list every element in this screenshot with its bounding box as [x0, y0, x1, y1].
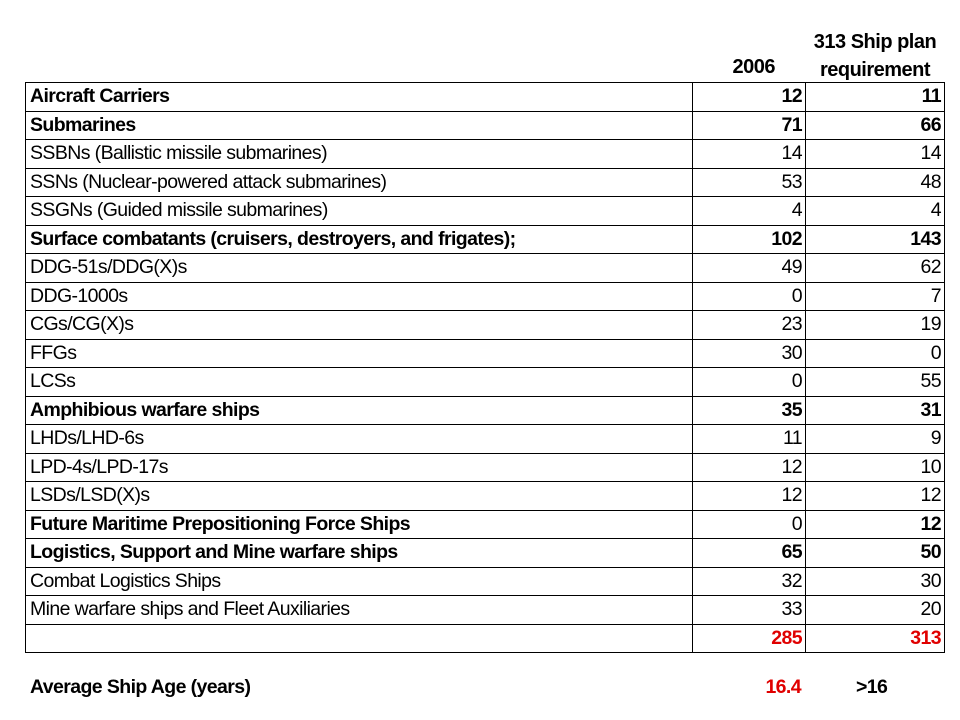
row-value-313: 14 [805, 139, 945, 169]
table-row: Amphibious warfare ships 35 31 [25, 395, 945, 425]
row-value-2006: 12 [692, 481, 806, 511]
row-value-2006: 33 [692, 595, 806, 625]
row-value-2006: 0 [692, 281, 806, 311]
row-value-313: 12 [805, 509, 945, 539]
row-value-313: 48 [805, 167, 945, 197]
table-row: FFGs 30 0 [25, 338, 945, 368]
row-label: LPD-4s/LPD-17s [25, 452, 693, 482]
row-value-313: 30 [805, 566, 945, 596]
row-label: Mine warfare ships and Fleet Auxiliaries [25, 595, 693, 625]
row-value-2006: 12 [692, 452, 806, 482]
table-row: Submarines 71 66 [25, 110, 945, 140]
table-row: SSNs (Nuclear-powered attack submarines)… [25, 167, 945, 197]
row-value-313: 50 [805, 538, 945, 568]
fleet-table-body: Aircraft Carriers 12 11 Submarines 71 66 SSBNs… [25, 82, 945, 653]
table-row: Surface combatants (cruisers, destroyers… [25, 224, 945, 254]
table-row: Future Maritime Prepositioning Force Shi… [25, 509, 945, 539]
row-label: FFGs [25, 338, 693, 368]
table-header: 313 Ship plan requirement 2006 [0, 26, 960, 82]
row-label: Surface combatants (cruisers, destroyers… [25, 224, 693, 254]
average-ship-age-label: Average Ship Age (years) [30, 676, 251, 698]
row-label: Combat Logistics Ships [25, 566, 693, 596]
row-value-313: 55 [805, 367, 945, 397]
row-value-2006: 71 [692, 110, 806, 140]
row-value-313: 31 [805, 395, 945, 425]
row-value-313: 20 [805, 595, 945, 625]
column-header-313-line2: requirement [819, 59, 931, 81]
table-row: DDG-1000s 0 7 [25, 281, 945, 311]
row-label: Amphibious warfare ships [25, 395, 693, 425]
table-row: LSDs/LSD(X)s 12 12 [25, 481, 945, 511]
row-value-2006: 30 [692, 338, 806, 368]
row-label: Aircraft Carriers [25, 82, 693, 112]
total-2006: 285 [692, 623, 806, 653]
row-label: SSGNs (Guided missile submarines) [25, 196, 693, 226]
row-label: Logistics, Support and Mine warfare ship… [25, 538, 693, 568]
row-label: Submarines [25, 110, 693, 140]
row-label: LSDs/LSD(X)s [25, 481, 693, 511]
column-header-313-line1: 313 Ship plan [813, 31, 937, 53]
column-header-313-plan: 313 Ship plan requirement [800, 28, 950, 84]
average-ship-age-313: >16 [856, 676, 888, 698]
row-value-2006: 23 [692, 310, 806, 340]
row-value-2006: 35 [692, 395, 806, 425]
row-value-2006: 0 [692, 367, 806, 397]
row-value-313: 66 [805, 110, 945, 140]
row-label: CGs/CG(X)s [25, 310, 693, 340]
row-value-313: 9 [805, 424, 945, 454]
row-label: SSBNs (Ballistic missile submarines) [25, 139, 693, 169]
row-value-313: 11 [805, 82, 945, 112]
row-value-313: 4 [805, 196, 945, 226]
row-value-313: 0 [805, 338, 945, 368]
average-ship-age-row: Average Ship Age (years) 16.4 >16 [0, 676, 960, 706]
row-value-2006: 102 [692, 224, 806, 254]
row-label: DDG-51s/DDG(X)s [25, 253, 693, 283]
row-value-2006: 12 [692, 82, 806, 112]
fleet-table: Aircraft Carriers 12 11 Submarines 71 66 SSBNs… [25, 82, 945, 653]
row-value-313: 62 [805, 253, 945, 283]
table-row: Aircraft Carriers 12 11 [25, 82, 945, 112]
row-label: SSNs (Nuclear-powered attack submarines) [25, 167, 693, 197]
table-row: LCSs 0 55 [25, 367, 945, 397]
row-label: Future Maritime Prepositioning Force Shi… [25, 509, 693, 539]
row-label: DDG-1000s [25, 281, 693, 311]
column-header-2006: 2006 [732, 56, 776, 78]
table-row: LHDs/LHD-6s 11 9 [25, 424, 945, 454]
row-value-313: 143 [805, 224, 945, 254]
row-value-313: 7 [805, 281, 945, 311]
table-row: Mine warfare ships and Fleet Auxiliaries… [25, 595, 945, 625]
total-label [25, 623, 693, 653]
row-value-2006: 49 [692, 253, 806, 283]
table-row: DDG-51s/DDG(X)s 49 62 [25, 253, 945, 283]
table-row: CGs/CG(X)s 23 19 [25, 310, 945, 340]
table-row: Logistics, Support and Mine warfare ship… [25, 538, 945, 568]
row-value-2006: 53 [692, 167, 806, 197]
table-row: LPD-4s/LPD-17s 12 10 [25, 452, 945, 482]
row-value-2006: 65 [692, 538, 806, 568]
total-row: 285 313 [25, 623, 945, 653]
table-row: Combat Logistics Ships 32 30 [25, 566, 945, 596]
row-value-313: 10 [805, 452, 945, 482]
row-value-2006: 11 [692, 424, 806, 454]
row-value-2006: 0 [692, 509, 806, 539]
row-value-2006: 4 [692, 196, 806, 226]
row-value-313: 12 [805, 481, 945, 511]
table-row: SSGNs (Guided missile submarines) 4 4 [25, 196, 945, 226]
table-row: SSBNs (Ballistic missile submarines) 14 14 [25, 139, 945, 169]
row-value-2006: 14 [692, 139, 806, 169]
row-value-2006: 32 [692, 566, 806, 596]
row-value-313: 19 [805, 310, 945, 340]
row-label: LHDs/LHD-6s [25, 424, 693, 454]
average-ship-age-2006: 16.4 [765, 676, 801, 698]
total-313: 313 [805, 623, 945, 653]
row-label: LCSs [25, 367, 693, 397]
